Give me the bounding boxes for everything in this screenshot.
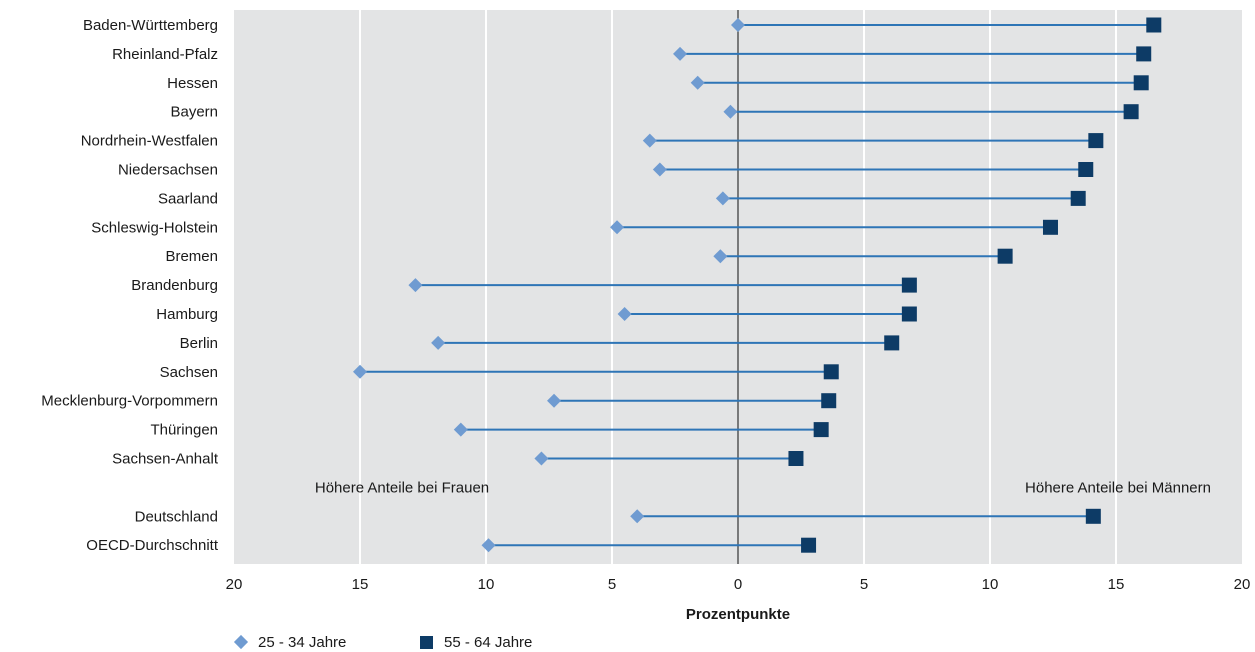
point-25-34 (353, 364, 367, 379)
connectors (360, 24, 1154, 547)
point-55-64 (813, 422, 829, 438)
legend-marker-diamond (233, 634, 249, 650)
category-label: OECD-Durchschnitt (86, 537, 219, 554)
point-25-34 (617, 307, 632, 321)
category-label: Brandenburg (131, 277, 218, 294)
markers (353, 17, 1162, 553)
point-55-64 (1123, 104, 1139, 120)
point-25-34 (630, 509, 645, 524)
category-label: Deutschland (135, 508, 218, 525)
legend-item-younger: 25 - 34 Jahre (233, 634, 346, 651)
category-label: Nordrhein-Westfalen (81, 133, 218, 150)
x-tick-label: 20 (226, 576, 243, 593)
annotation-right: Höhere Anteile bei Männern (1025, 479, 1211, 496)
annotation-left: Höhere Anteile bei Frauen (315, 479, 489, 496)
point-55-64 (821, 393, 837, 409)
point-55-64 (901, 306, 917, 322)
point-25-34 (534, 451, 549, 466)
legend-label: 25 - 34 Jahre (258, 634, 346, 651)
point-25-34 (547, 393, 562, 408)
point-55-64 (1070, 190, 1086, 206)
legend-item-older: 55 - 64 Jahre (420, 634, 532, 651)
point-25-34 (690, 75, 705, 90)
point-25-34 (731, 18, 745, 32)
point-55-64 (1042, 219, 1058, 235)
point-55-64 (884, 335, 900, 351)
point-55-64 (997, 248, 1013, 264)
x-tick-label: 10 (478, 576, 495, 593)
point-55-64 (901, 277, 917, 293)
point-55-64 (823, 364, 839, 380)
point-55-64 (1078, 162, 1094, 177)
point-25-34 (408, 278, 423, 293)
x-tick-label: 15 (352, 576, 369, 593)
point-25-34 (481, 538, 496, 553)
point-25-34 (431, 335, 446, 350)
category-label: Thüringen (150, 422, 218, 439)
category-label: Berlin (180, 335, 218, 352)
x-tick-label: 15 (1108, 576, 1125, 593)
point-55-64 (1088, 133, 1104, 149)
legend: 25 - 34 Jahre 55 - 64 Jahre (233, 634, 532, 651)
point-55-64 (1085, 508, 1101, 524)
category-label: Saarland (158, 190, 218, 207)
point-55-64 (788, 451, 804, 466)
x-tick-label: 20 (1234, 576, 1251, 593)
point-25-34 (673, 46, 688, 61)
x-tick-label: 5 (860, 576, 868, 593)
point-25-34 (713, 249, 728, 264)
gridlines (359, 10, 1117, 564)
point-25-34 (715, 191, 730, 206)
x-axis-label: Prozentpunkte (686, 606, 790, 623)
point-25-34 (652, 162, 667, 177)
category-label: Bayern (170, 104, 218, 121)
point-25-34 (453, 422, 468, 437)
category-label: Sachsen-Anhalt (112, 451, 219, 468)
point-55-64 (1146, 17, 1162, 33)
category-label: Bremen (165, 248, 218, 265)
category-label: Schleswig-Holstein (91, 219, 218, 236)
legend-label: 55 - 64 Jahre (444, 634, 532, 651)
category-labels: Baden-Württemberg Rheinland-Pfalz Hessen Ba… (41, 17, 219, 554)
category-label: Sachsen (160, 364, 218, 381)
x-tick-labels: 20 15 10 5 0 5 10 15 20 (226, 576, 1251, 593)
x-tick-label: 0 (734, 576, 742, 593)
category-label: Baden-Württemberg (83, 17, 218, 34)
point-25-34 (642, 133, 657, 148)
category-label: Rheinland-Pfalz (112, 46, 218, 63)
category-label: Niedersachsen (118, 162, 218, 179)
category-label: Mecklenburg-Vorpommern (41, 393, 218, 410)
point-55-64 (801, 537, 817, 553)
point-55-64 (1133, 75, 1149, 91)
legend-marker-square (420, 636, 433, 649)
point-25-34 (723, 104, 738, 119)
point-25-34 (610, 220, 625, 235)
x-tick-label: 5 (608, 576, 616, 593)
category-label: Hamburg (156, 306, 218, 323)
x-tick-label: 10 (982, 576, 999, 593)
point-55-64 (1136, 46, 1152, 62)
category-label: Hessen (167, 75, 218, 92)
